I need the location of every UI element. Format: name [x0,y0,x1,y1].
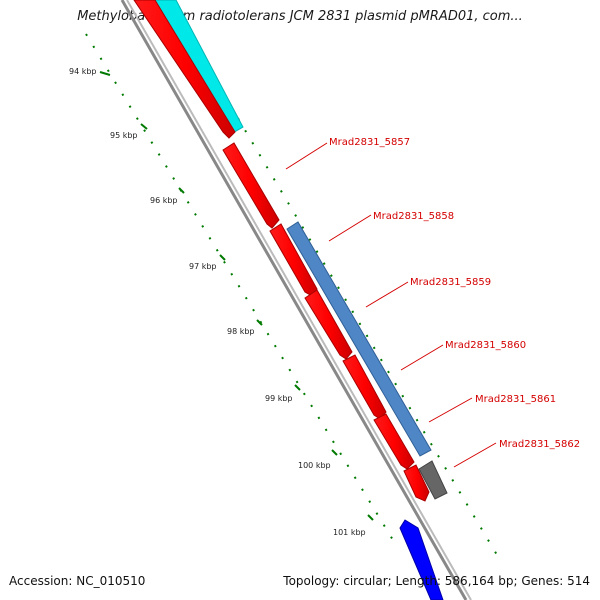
gene-label[interactable]: Mrad2831_5857 [329,137,410,148]
steelblue-feature[interactable] [286,221,432,457]
major-tick [219,254,226,261]
leader-line [400,344,444,371]
genome-summary-label: Topology: circular; Length: 586,164 bp; … [283,574,590,588]
blue-feature[interactable] [399,519,444,600]
major-tick [331,449,338,456]
leader-line [428,397,473,423]
gene-label[interactable]: Mrad2831_5862 [499,439,580,450]
gene-label[interactable]: Mrad2831_5860 [445,340,526,351]
cds-arrow[interactable] [133,0,236,139]
map-title: Methylobacterium radiotolerans JCM 2831 … [77,9,523,24]
gene-labels: Mrad2831_5857 Mrad2831_5858 Mrad2831_585… [329,137,580,450]
major-tick [178,187,185,194]
scale-label: 95 kbp [110,131,138,140]
backbone-shadow [126,0,472,600]
scale-dotted-line [85,33,397,546]
major-tick [140,123,148,130]
scale-label: 99 kbp [265,394,293,403]
gene-label[interactable]: Mrad2831_5861 [475,394,556,405]
accession-label: Accession: NC_010510 [9,574,146,588]
major-tick [294,384,301,391]
scale-label: 94 kbp [69,67,97,76]
forward-cds-track [133,0,430,502]
cds-arrow[interactable] [304,289,353,360]
gene-label[interactable]: Mrad2831_5859 [410,277,491,288]
scale-track [85,33,397,546]
gene-label[interactable]: Mrad2831_5858 [373,211,454,222]
genome-backbone [120,0,472,600]
scale-label: 98 kbp [227,327,255,336]
scale-label: 100 kbp [298,461,331,470]
backbone-line [120,0,468,600]
scale-label: 101 kbp [333,528,366,537]
major-tick [99,71,111,76]
leader-line [328,214,372,242]
major-tick [367,514,374,521]
gray-feature[interactable] [418,460,448,500]
cds-arrow[interactable] [222,142,280,229]
cds-arrow[interactable] [373,413,415,470]
scale-label: 96 kbp [150,196,178,205]
gene-label-leaders [285,142,497,468]
major-tick [256,319,263,326]
cds-arrow[interactable] [403,464,430,502]
leader-line [453,442,497,468]
leader-line [285,142,328,170]
scale-labels: 94 kbp 95 kbp 96 kbp 97 kbp 98 kbp 99 kb… [69,67,366,537]
scale-label: 97 kbp [189,262,217,271]
leader-line [365,281,409,308]
